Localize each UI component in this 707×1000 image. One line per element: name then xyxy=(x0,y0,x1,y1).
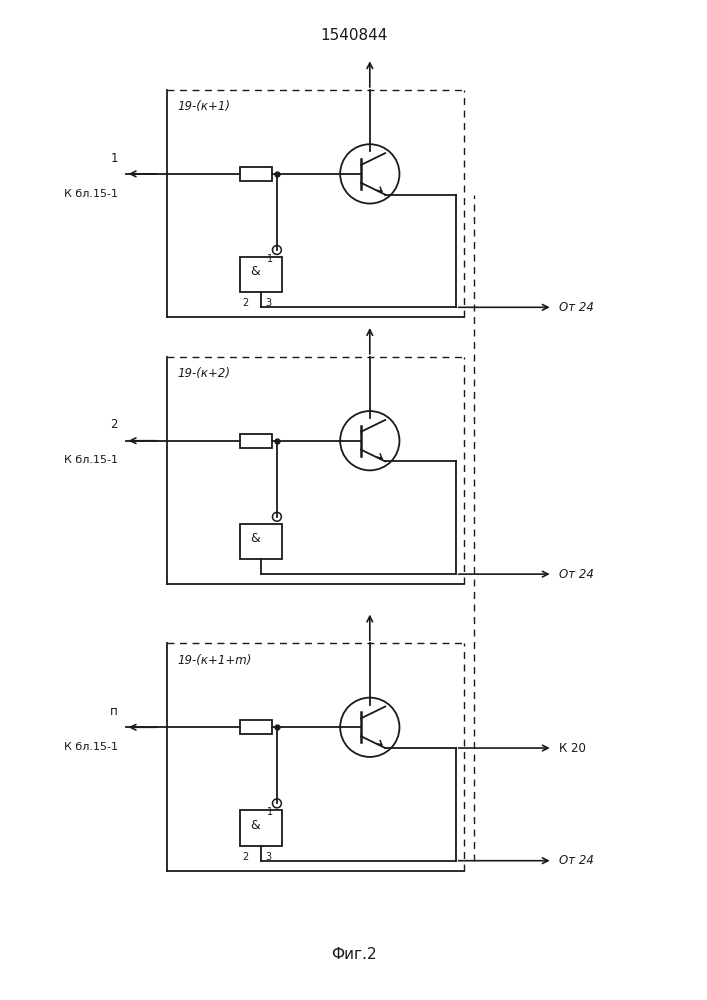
Text: 1540844: 1540844 xyxy=(320,28,387,43)
Text: 19-(к+1+m): 19-(к+1+m) xyxy=(177,654,252,667)
Text: От 24: От 24 xyxy=(559,568,593,581)
Text: &: & xyxy=(250,265,259,278)
Text: &: & xyxy=(250,532,259,545)
Bar xyxy=(240,167,272,181)
Text: К 20: К 20 xyxy=(559,742,585,755)
Text: п: п xyxy=(110,705,118,718)
Text: 2: 2 xyxy=(243,298,249,308)
Text: 1: 1 xyxy=(267,254,274,264)
Text: От 24: От 24 xyxy=(559,301,593,314)
Text: &: & xyxy=(250,819,259,832)
Text: От 24: От 24 xyxy=(559,854,593,867)
Text: 1: 1 xyxy=(110,152,118,165)
Text: Фиг.2: Фиг.2 xyxy=(331,947,376,962)
Text: 2: 2 xyxy=(243,852,249,862)
Bar xyxy=(240,434,272,448)
Text: К бл.15-1: К бл.15-1 xyxy=(64,189,118,199)
Text: 19-(к+1): 19-(к+1) xyxy=(177,100,230,113)
Text: 2: 2 xyxy=(110,418,118,431)
Text: К бл.15-1: К бл.15-1 xyxy=(64,455,118,465)
Bar xyxy=(240,524,282,559)
Text: 3: 3 xyxy=(265,298,271,308)
Text: 1: 1 xyxy=(267,807,274,817)
Text: 19-(к+2): 19-(к+2) xyxy=(177,367,230,380)
Text: 3: 3 xyxy=(265,852,271,862)
Bar xyxy=(240,810,282,846)
Text: К бл.15-1: К бл.15-1 xyxy=(64,742,118,752)
Bar xyxy=(240,720,272,734)
Bar xyxy=(240,257,282,292)
